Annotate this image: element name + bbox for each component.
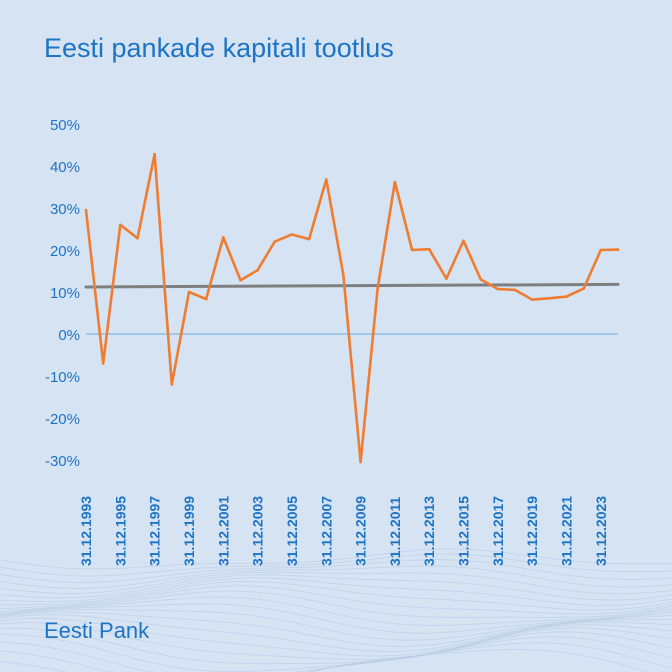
roe-line <box>84 152 620 464</box>
wave-line <box>0 614 672 653</box>
wave-line <box>0 574 672 601</box>
y-tick-label: 40% <box>50 159 80 176</box>
roe-data-point <box>325 178 328 181</box>
y-tick-label: -30% <box>45 453 80 470</box>
roe-data-point <box>170 383 174 386</box>
x-tick-label: 31.12.2017 <box>490 496 506 566</box>
wave-line <box>0 580 672 611</box>
roe-data-point <box>427 247 431 251</box>
roe-data-point <box>548 297 551 300</box>
roe-data-point <box>256 268 259 272</box>
roe-data-point <box>101 362 105 365</box>
roe-data-point <box>462 239 465 243</box>
y-tick-label: -20% <box>45 411 80 428</box>
x-axis-tick-labels: 31.12.1993 31.12.1995 31.12.1997 31.12.1999… <box>78 496 609 566</box>
roe-data-point <box>530 298 534 301</box>
roe-data-point <box>513 288 517 292</box>
roe-data-point <box>290 233 294 236</box>
y-tick-label: 10% <box>50 285 80 302</box>
roe-data-point <box>342 273 345 277</box>
x-tick-label: 31.12.2009 <box>353 496 369 566</box>
roe-data-point <box>119 223 122 227</box>
roe-data-point <box>273 240 277 243</box>
wave-line <box>0 577 672 606</box>
y-tick-label: 20% <box>50 243 80 260</box>
x-tick-label: 31.12.2015 <box>456 496 472 566</box>
y-tick-label: -10% <box>45 369 80 386</box>
roe-data-point <box>393 180 397 184</box>
wave-line <box>0 596 672 626</box>
roe-data-point <box>187 290 191 294</box>
wave-line <box>0 631 672 672</box>
wave-line <box>0 559 672 583</box>
y-tick-label: 0% <box>58 327 80 344</box>
roe-data-point <box>307 237 311 241</box>
x-tick-label: 31.12.1997 <box>147 496 163 566</box>
eesti-pank-logo: Eesti Pank <box>44 618 150 643</box>
y-tick-label: 50% <box>50 117 80 134</box>
x-tick-label: 31.12.2013 <box>421 496 437 566</box>
chart-title: Eesti pankade kapitali tootlus <box>44 33 394 63</box>
wave-line <box>0 548 672 570</box>
series-layer <box>84 152 620 464</box>
wave-line <box>0 590 672 618</box>
y-axis-tick-labels: 50% 40% 30% 20% 10% 0% -10% -20% -30% <box>45 117 80 470</box>
wave-line <box>0 603 672 634</box>
x-tick-label: 31.12.1993 <box>78 496 94 566</box>
wave-line <box>0 553 672 577</box>
x-tick-label: 31.12.2005 <box>284 496 300 566</box>
roe-data-point <box>410 248 414 252</box>
x-tick-label: 31.12.2023 <box>593 496 609 566</box>
roe-data-point <box>599 248 603 252</box>
wave-line <box>0 585 672 615</box>
roe-data-point <box>582 287 585 290</box>
roe-data-point <box>222 236 225 239</box>
y-tick-label: 30% <box>50 201 80 218</box>
wave-line <box>0 627 672 665</box>
roe-data-point <box>136 236 139 240</box>
roe-data-point <box>84 208 88 212</box>
x-tick-label: 31.12.2007 <box>318 496 334 566</box>
roe-data-point <box>616 248 620 251</box>
roe-data-point <box>479 278 483 281</box>
x-tick-label: 31.12.2001 <box>215 496 231 566</box>
x-tick-label: 31.12.2021 <box>559 496 575 566</box>
wave-line <box>0 649 649 672</box>
wave-line <box>0 642 672 672</box>
x-tick-label: 31.12.1995 <box>112 496 128 566</box>
roe-data-point <box>445 277 448 280</box>
roe-data-point <box>204 297 208 301</box>
wave-line <box>0 622 672 660</box>
wave-line <box>0 617 672 657</box>
roe-data-point <box>239 278 242 282</box>
x-tick-label: 31.12.2019 <box>524 496 540 566</box>
x-tick-label: 31.12.1999 <box>181 496 197 566</box>
x-tick-label: 31.12.2011 <box>387 496 403 566</box>
roe-data-point <box>496 287 500 291</box>
roe-data-point <box>359 460 362 464</box>
wave-line <box>0 565 672 589</box>
roe-data-point <box>376 286 380 290</box>
wave-line <box>0 609 672 641</box>
reference-line <box>84 282 620 289</box>
roe-data-point <box>565 295 568 298</box>
wave-line <box>0 571 672 595</box>
roe-data-point <box>153 152 156 156</box>
x-tick-label: 31.12.2003 <box>250 496 266 566</box>
